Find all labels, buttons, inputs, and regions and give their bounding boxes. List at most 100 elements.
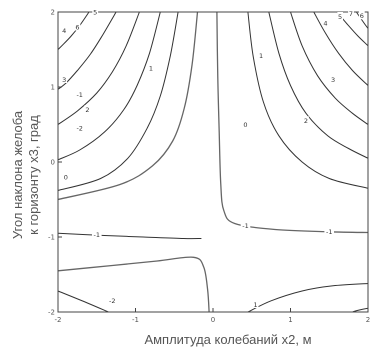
contour-label-bg	[74, 123, 85, 132]
contour-label-bg	[322, 18, 329, 27]
contour-label-level-6: 6	[358, 11, 365, 20]
y-tick-label: 1	[51, 84, 55, 92]
axis-ticks: -2 -1 0 1 2 -2 -1 0 1 2	[48, 9, 370, 325]
x-tick-label: 1	[288, 316, 292, 324]
contour-label-extra-1: -1	[324, 227, 334, 236]
contour-label-bg	[74, 22, 81, 31]
contour-label-bg	[330, 75, 336, 83]
contour-label-text: 5	[93, 8, 97, 16]
contour-label-text: -2	[109, 297, 115, 305]
x-tick-label: 2	[366, 316, 370, 324]
contour-label-text: -1	[76, 91, 82, 99]
contour-label-level-4: 4	[322, 18, 329, 28]
contour-label-extra-4: 5	[92, 7, 99, 16]
y-tick-label: 0	[51, 159, 55, 167]
contour-line-17-level--1	[352, 307, 369, 313]
x-tick-label: -2	[55, 316, 62, 324]
y-axis-label-line1: Угол наклона желоба	[10, 110, 25, 239]
contour-label-text: 5	[338, 13, 342, 21]
contour-line-1-level-4	[57, 11, 117, 90]
contour-label-extra-3: -2	[74, 123, 85, 133]
contour-label-level-4: 4	[61, 26, 68, 35]
contour-label-bg	[92, 7, 99, 16]
contour-label-level-5: 5	[337, 12, 343, 21]
x-tick-label: 0	[211, 316, 215, 324]
contour-label-text: 2	[85, 106, 89, 114]
y-tick-label: -2	[48, 309, 55, 317]
contour-label-bg	[252, 300, 259, 308]
contour-label-level--2: -2	[107, 296, 118, 305]
contour-label-text: 1	[259, 52, 263, 60]
contour-label-extra-0: -1	[240, 221, 251, 230]
contour-label-text: 3	[62, 76, 66, 84]
contour-label-level-2: 2	[303, 116, 309, 125]
y-axis-label-line2: к горизонту x3, град	[26, 115, 41, 235]
contour-label-level-3: 3	[330, 75, 336, 84]
contour-label-bg	[242, 120, 249, 128]
contour-label-level--1: -1	[92, 230, 102, 239]
contour-label-level-6: 6	[74, 22, 81, 31]
y-tick-label: -1	[48, 234, 55, 242]
contour-line-15-level-6	[355, 11, 369, 29]
contour-label-bg	[337, 12, 343, 20]
contour-label-level-3: 3	[61, 75, 68, 84]
contour-label-text: -1	[94, 231, 100, 239]
contour-label-bg	[74, 90, 85, 98]
y-tick-label: 2	[51, 9, 55, 17]
contour-label-text: 1	[149, 65, 153, 73]
contour-label-text: -1	[326, 228, 332, 236]
contour-line-16-level-1	[247, 283, 369, 313]
contour-line-4-level-1	[57, 11, 179, 191]
contour-line-0-level-6	[57, 11, 90, 50]
contour-label-text: 3	[331, 76, 335, 84]
contour-label-bg	[92, 230, 102, 239]
contour-label-extra-2: -1	[74, 90, 85, 99]
contour-label-text: 0	[64, 173, 68, 181]
contour-label-bg	[61, 26, 68, 35]
contour-line-11-level-2	[268, 11, 369, 159]
contour-line-13-level-4	[313, 11, 369, 86]
contour-line-6-level--1	[57, 232, 202, 240]
contour-label-text: 6	[360, 12, 364, 20]
contour-line-3-level-2	[57, 11, 161, 161]
x-axis-label: Амплитуда колебаний x2, м	[144, 332, 311, 347]
contour-label-text: 2	[304, 117, 308, 125]
contour-label-bg	[358, 11, 365, 20]
contour-label-text: 4	[62, 27, 66, 35]
contour-label-text: 7	[349, 10, 353, 18]
contour-label-bg	[324, 227, 334, 236]
contour-label-text: 6	[75, 23, 79, 31]
contour-line-12-level-3	[290, 11, 369, 125]
contour-label-text: -1	[242, 222, 248, 230]
contour-line-9-level-0	[216, 11, 369, 234]
contour-label-bg	[107, 296, 118, 305]
contour-label-level-1: 1	[252, 300, 259, 309]
contour-label-text: 4	[323, 20, 327, 28]
x-tick-label: -1	[132, 316, 139, 324]
contour-label-bg	[84, 105, 91, 113]
contour-line-7-level-0	[57, 256, 210, 313]
contour-line-8-level--2	[57, 290, 109, 313]
contour-line-10-level-1	[247, 11, 369, 189]
contour-label-text: 1	[254, 301, 258, 309]
contour-label-extra-5: 7	[348, 9, 354, 18]
contour-label-bg	[62, 172, 69, 181]
contour-label-bg	[61, 75, 68, 83]
contour-label-text: 0	[243, 121, 247, 129]
contour-label-level-0: 0	[242, 120, 249, 129]
contour-line-5-level-0	[57, 11, 199, 201]
contour-label-level-1: 1	[258, 51, 264, 60]
contour-label-bg	[258, 51, 264, 59]
contour-label-bg	[348, 9, 354, 17]
contour-label-level-2: 2	[84, 105, 91, 114]
contour-lines	[57, 11, 369, 313]
contour-label-text: -2	[76, 125, 82, 133]
contour-label-bg	[148, 63, 154, 72]
contour-label-level-1: 1	[148, 63, 154, 73]
plot-frame	[57, 11, 369, 313]
contour-label-bg	[303, 116, 309, 125]
contour-label-bg	[240, 221, 251, 230]
contour-label-level-0: 0	[62, 172, 69, 181]
